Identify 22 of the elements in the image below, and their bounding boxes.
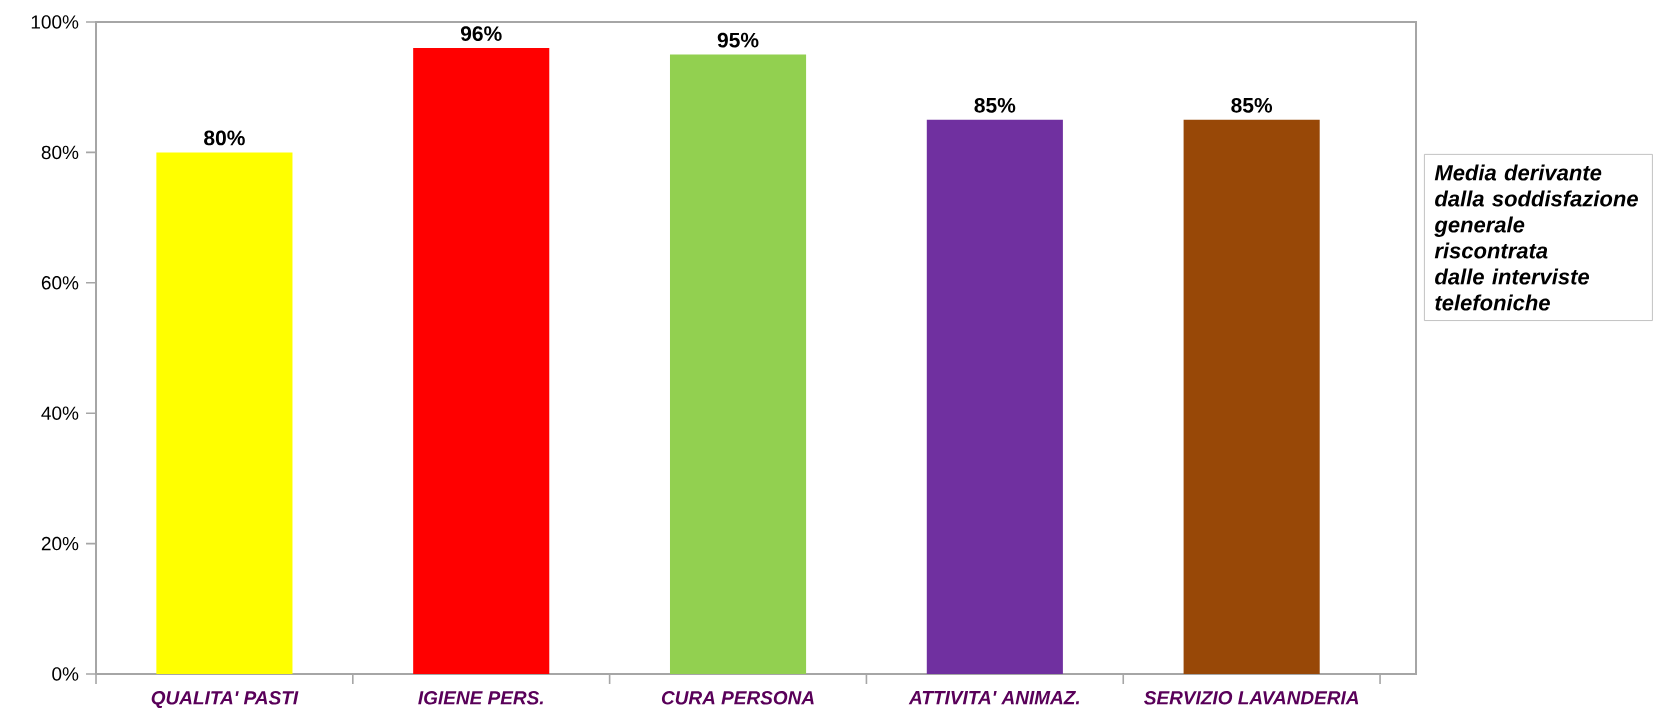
data-label: 85% bbox=[1231, 97, 1273, 113]
data-label: 80% bbox=[204, 130, 245, 146]
y-tick-label: 80% bbox=[41, 145, 79, 160]
bar bbox=[1183, 119, 1320, 674]
bar bbox=[926, 119, 1063, 674]
y-tick-label: 40% bbox=[41, 406, 79, 420]
data-label: 85% bbox=[974, 97, 1016, 113]
bar bbox=[413, 48, 550, 674]
y-tick-label: 60% bbox=[41, 276, 79, 290]
x-tick-label: SERVIZIO LAVANDERIA bbox=[1144, 691, 1359, 705]
x-tick-label: IGIENE PERS. bbox=[418, 691, 543, 705]
text: Media derivante dalla soddisfazione generale riscontrata dalle interviste telefoniche bbox=[1434, 164, 1638, 311]
y-tick-label: 0% bbox=[52, 667, 79, 681]
data-label: 96% bbox=[460, 26, 502, 42]
x-tick-label: ATTIVITA' ANIMAZ. bbox=[908, 691, 1080, 705]
y-tick-label: 100% bbox=[31, 15, 79, 29]
bar bbox=[156, 152, 293, 674]
data-label: 95% bbox=[717, 32, 759, 48]
x-tick-label: CURA PERSONA bbox=[661, 691, 814, 705]
x-tick-label: QUALITA' PASTI bbox=[151, 691, 299, 709]
y-tick-label: 20% bbox=[41, 536, 79, 551]
bar bbox=[669, 54, 807, 674]
